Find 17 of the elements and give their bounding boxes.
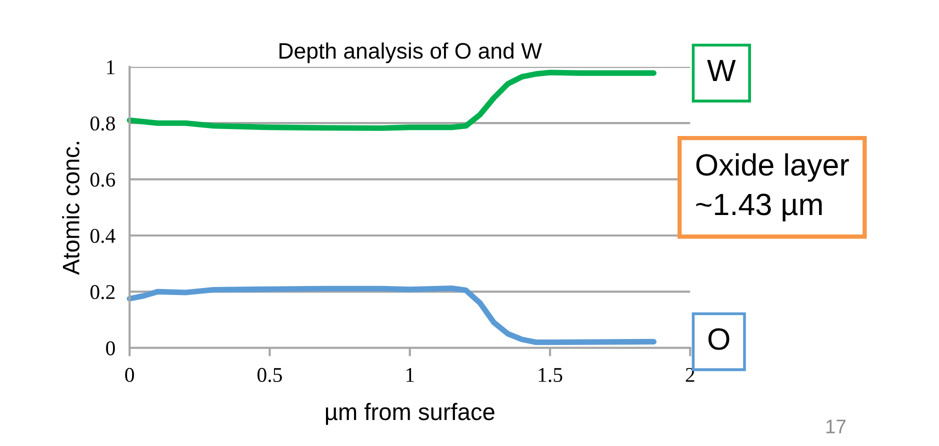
y-tick-label: 1 bbox=[107, 60, 114, 74]
series-label: W bbox=[707, 60, 736, 81]
y-tick-label: 0.4 bbox=[90, 228, 116, 244]
x-axis-title: µm from surface bbox=[326, 402, 494, 425]
y-tick-label: 0.6 bbox=[90, 172, 116, 187]
chart-title: Depth analysis of O and W bbox=[280, 42, 542, 64]
x-tick-label: 0.5 bbox=[258, 368, 282, 382]
y-tick-label: 0.2 bbox=[90, 285, 115, 300]
x-tick-label: 1 bbox=[406, 368, 414, 382]
x-tick-label: 0 bbox=[125, 368, 134, 382]
series-label: O bbox=[708, 328, 730, 350]
text: 17 bbox=[826, 420, 846, 434]
y-tick-label: 0 bbox=[106, 341, 115, 356]
text: Oxide layer ~1.43 µm bbox=[696, 153, 849, 222]
x-tick-label: 1.5 bbox=[538, 368, 562, 382]
y-tick-label: 0.8 bbox=[90, 116, 115, 131]
y-axis-title: Atomic conc. bbox=[62, 142, 80, 275]
